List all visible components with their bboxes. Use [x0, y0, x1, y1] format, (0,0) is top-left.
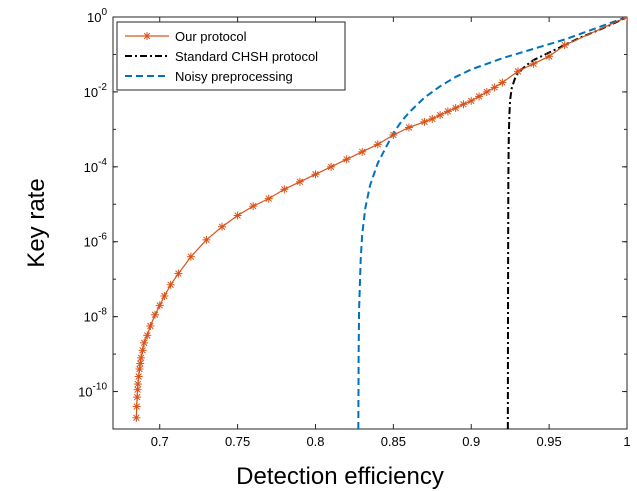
series-layer: [132, 17, 627, 429]
data-point: [560, 41, 569, 50]
data-point: [151, 310, 160, 319]
series-line-1: [506, 17, 627, 429]
data-point: [420, 117, 429, 126]
data-point: [404, 123, 413, 132]
data-point: [467, 96, 476, 105]
data-point: [133, 393, 142, 402]
data-point: [311, 170, 320, 179]
data-point: [166, 280, 175, 289]
x-tick-label: 0.75: [225, 434, 250, 449]
y-tick-label: 10-6: [84, 232, 108, 250]
data-point: [623, 17, 627, 21]
data-point: [135, 365, 144, 374]
y-tick-exponent: -8: [98, 307, 107, 318]
x-tick-label: 0.95: [536, 434, 561, 449]
legend-label-0: Our protocol: [175, 29, 247, 44]
data-point: [373, 140, 382, 149]
y-tick-base: 10: [84, 310, 98, 325]
data-point: [482, 87, 491, 96]
y-tick-base: 10: [87, 10, 101, 25]
y-tick-base: 10: [84, 235, 98, 250]
y-tick-label: 100: [87, 7, 107, 25]
y-tick-base: 10: [84, 85, 98, 100]
legend-label-2: Noisy preprocessing: [175, 69, 293, 84]
data-point: [264, 194, 273, 203]
data-point: [174, 269, 183, 278]
x-tick-label: 0.7: [151, 434, 169, 449]
data-point: [218, 222, 227, 231]
y-tick-exponent: 0: [101, 7, 107, 18]
data-point: [358, 147, 367, 156]
y-tick-base: 10: [84, 160, 98, 175]
y-tick-exponent: -10: [93, 382, 108, 393]
data-point: [249, 202, 258, 211]
data-point: [133, 380, 142, 389]
y-tick-base: 10: [78, 385, 92, 400]
data-point: [295, 177, 304, 186]
data-point: [342, 155, 351, 164]
series-line-2: [357, 17, 627, 429]
y-tick-exponent: -2: [98, 82, 107, 93]
data-point: [443, 107, 452, 116]
data-point: [436, 111, 445, 120]
y-tick-label: 10-10: [78, 382, 107, 400]
data-point: [137, 353, 146, 362]
data-point: [155, 301, 164, 310]
x-tick-label: 0.9: [462, 434, 480, 449]
data-point: [327, 162, 336, 171]
data-point: [498, 78, 507, 87]
data-point: [140, 338, 149, 347]
legend-marker: [143, 32, 151, 40]
data-point: [202, 235, 211, 244]
data-point: [233, 211, 242, 220]
data-point: [389, 130, 398, 139]
x-tick-label: 0.8: [306, 434, 324, 449]
data-point: [134, 372, 143, 381]
x-axis-title: Detection efficiency: [236, 463, 444, 490]
data-point: [280, 185, 289, 194]
data-point: [132, 402, 141, 411]
data-point: [490, 83, 499, 92]
data-point: [475, 92, 484, 101]
y-tick-exponent: -6: [98, 232, 107, 243]
data-point: [451, 104, 460, 113]
data-point: [545, 52, 554, 61]
data-point: [428, 114, 437, 123]
data-point: [143, 331, 152, 340]
data-point: [138, 346, 147, 355]
data-point: [459, 100, 468, 109]
y-tick-label: 10-8: [84, 307, 108, 325]
y-tick-exponent: -4: [98, 157, 107, 168]
x-tick-label: 0.85: [381, 434, 406, 449]
y-axis-title: Key rate: [23, 178, 50, 267]
data-point: [529, 59, 538, 68]
legend-label-1: Standard CHSH protocol: [175, 49, 318, 64]
data-point: [186, 252, 195, 261]
data-point: [513, 67, 522, 76]
x-tick-label: 1: [623, 434, 630, 449]
data-point: [160, 292, 169, 301]
x-axis-ticks: 0.7 0.75 0.8 0.85 0.9 0.95 1: [151, 17, 631, 449]
data-point: [146, 322, 155, 330]
y-tick-label: 10-2: [84, 82, 108, 100]
data-point: [132, 413, 141, 422]
legend: Our protocol Standard CHSH protocol Noisy …: [116, 21, 346, 91]
y-tick-label: 10-4: [84, 157, 108, 175]
data-point: [136, 359, 145, 368]
